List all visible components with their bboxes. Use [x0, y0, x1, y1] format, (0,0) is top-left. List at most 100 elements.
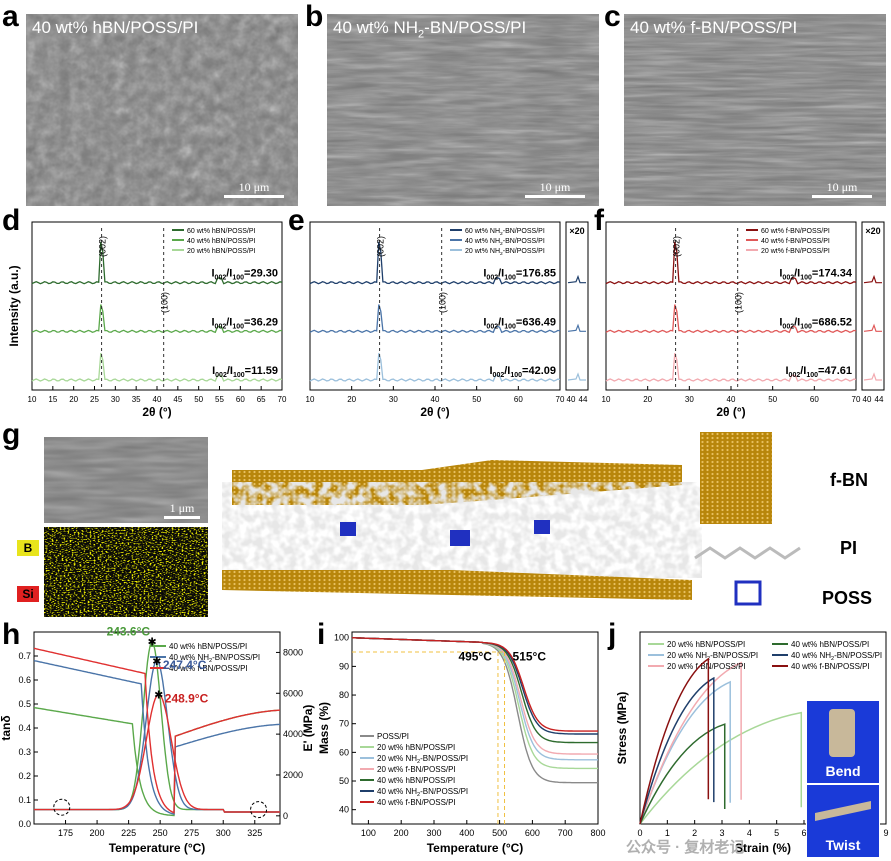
y-tick-label: 60 [339, 747, 349, 757]
scale-text: 10 μm [539, 180, 571, 194]
y-axis-label: tanδ [0, 715, 13, 740]
inset-label: ×20 [865, 226, 880, 236]
ratio-label: I002/I100=176.85 [483, 268, 556, 282]
inset-frame [861, 221, 885, 391]
x-axis-label: 2θ (°) [142, 405, 171, 419]
scale-text: 1 μm [169, 501, 195, 515]
scale-bar: 10 μm [525, 180, 585, 198]
x-tick-label: 200 [90, 828, 105, 838]
legend-text: 20 wt% hBN/POSS/PI [667, 640, 745, 649]
x-axis-label: 2θ (°) [420, 405, 449, 419]
x-tick-label: 60 [236, 395, 245, 404]
x-tick-label: 275 [184, 828, 199, 838]
x-tick-label: 800 [590, 828, 605, 838]
x-tick-label: 30 [111, 395, 120, 404]
xrd-series-line [309, 304, 561, 334]
x-tick-label: 400 [459, 828, 474, 838]
pi-structure [694, 546, 801, 560]
legend-text: 20 wt% hBN/POSS/PI [377, 743, 455, 752]
sem-image-g: 1 μm [44, 437, 208, 523]
legend-text: 40 wt% f-BN/POSS/PI [377, 798, 456, 807]
legend-text: 40 wt% NH2-BN/POSS/PI [169, 653, 260, 664]
y-tick-label: 40 [339, 805, 349, 815]
legend-text: 40 wt% hBN/POSS/PI [169, 642, 247, 651]
x-tick-label: 5 [774, 828, 779, 838]
x-tick-label: 60 [514, 395, 523, 404]
xrd-series-line [309, 241, 561, 285]
ratio-label: I002/I100=47.61 [785, 365, 852, 379]
legend-text: 20 wt% f-BN/POSS/PI [667, 662, 746, 671]
region-circle-right [250, 801, 268, 819]
ratio-label: I002/I100=11.59 [212, 365, 278, 379]
inset-tick-label: 44 [579, 395, 588, 404]
sem-texture [44, 437, 208, 523]
tan-delta-line [34, 693, 280, 813]
film-rolled [829, 709, 855, 757]
legend-text: 60 wt% f-BN/POSS/PI [761, 228, 830, 235]
inset-series-line [863, 323, 882, 332]
x-tick-label: 0 [637, 828, 642, 838]
inset-series-line [567, 274, 586, 284]
legend-text: POSS/PI [377, 732, 409, 741]
ratio-label: I002/I100=636.49 [483, 316, 556, 330]
fbn-lattice [700, 432, 772, 524]
peak-annotation: 248.9°C [165, 691, 209, 705]
y2-tick-label: 0 [283, 811, 288, 821]
inset-tick-label: 40 [567, 395, 576, 404]
peak-label: (100) [734, 292, 744, 313]
inset-series-line [567, 372, 586, 381]
stress-strain-line [639, 711, 803, 825]
y-tick-label: 0.2 [18, 771, 31, 781]
x-tick-label: 50 [768, 395, 777, 404]
y-tick-label: 0.0 [18, 819, 31, 829]
sem-title: 40 wt% hBN/POSS/PI [32, 18, 199, 37]
y-tick-label: 0.4 [18, 723, 31, 733]
pi-chain [694, 546, 801, 560]
inset-series-line [567, 323, 586, 332]
legend-text: 20 wt% hBN/POSS/PI [187, 248, 256, 255]
legend-text: 20 wt% f-BN/POSS/PI [761, 248, 830, 255]
scale-line [224, 195, 284, 198]
legend-text: 20 wt% NH2-BN/POSS/PI [667, 651, 758, 662]
peak-annotation: 243.6°C [107, 625, 151, 639]
x-tick-label: 25 [90, 395, 99, 404]
y-tick-label: 0.7 [18, 651, 31, 661]
x-tick-label: 35 [132, 395, 141, 404]
x-tick-label: 50 [472, 395, 481, 404]
panel-label-a: a [2, 0, 19, 33]
scale-line [525, 195, 585, 198]
scale-text: 10 μm [826, 180, 858, 194]
xrd-chart-d: Intensity (a.u.) 2θ (°) 10 15 20 25 30 35 40 45 50… [7, 221, 287, 419]
x-tick-label: 40 [153, 395, 162, 404]
poss-cages [340, 520, 550, 546]
panel-label-g: g [2, 418, 21, 451]
x-axis-label: Temperature (°C) [427, 841, 524, 855]
y-tick-label: 0.5 [18, 699, 31, 709]
y2-tick-label: 4000 [283, 729, 303, 739]
eds-map-g [44, 527, 208, 617]
sem-title-sub: 2 [418, 28, 425, 41]
plot-frame [639, 631, 887, 825]
storage-modulus-line [33, 659, 281, 815]
x-tick-label: 700 [558, 828, 573, 838]
stress-strain-line [639, 680, 731, 825]
scale-text: 10 μm [238, 180, 270, 194]
x-axis-label: Temperature (°C) [109, 841, 206, 855]
y-tick-label: 70 [339, 719, 349, 729]
legend-text: 20 wt% NH2-BN/POSS/PI [465, 248, 545, 257]
ratio-label: I002/I100=29.30 [211, 268, 278, 282]
x-tick-label: 3 [719, 828, 724, 838]
map-label-si: Si [17, 586, 39, 602]
legend-text: 40 wt% NH2-BN/POSS/PI [791, 651, 882, 662]
sem-title: 40 wt% NH2-BN/POSS/PI [333, 18, 526, 40]
sem-image-c: 40 wt% f-BN/POSS/PI 10 μm [624, 14, 886, 206]
peak-marker: ✱ [147, 637, 156, 649]
y2-axis-label: E' (MPa) [301, 705, 315, 752]
x-tick-label: 300 [426, 828, 441, 838]
watermark: 公众号 · 复材老记 [626, 839, 745, 856]
x-tick-label: 20 [69, 395, 78, 404]
plot-frame [351, 631, 599, 825]
x-tick-label: 4 [747, 828, 752, 838]
y-tick-label: 0.1 [18, 795, 31, 805]
x-tick-label: 40 [727, 395, 736, 404]
